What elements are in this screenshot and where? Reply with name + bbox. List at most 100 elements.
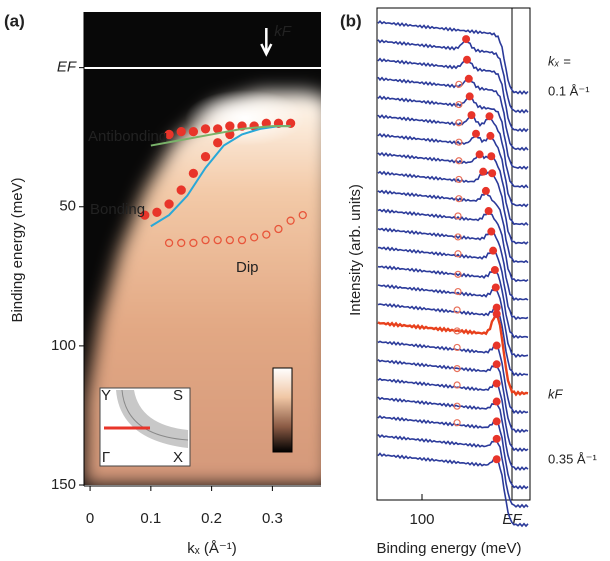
- edc-curve: [377, 57, 529, 133]
- edc-curve: [377, 114, 529, 189]
- series-label: Antibonding: [88, 128, 167, 145]
- edc-curve: [377, 414, 529, 490]
- data-point: [454, 233, 462, 241]
- x-axis-label: Binding energy (meV): [376, 540, 521, 557]
- annotation: 0.1 Å⁻¹: [548, 83, 590, 98]
- inset-label: S: [173, 387, 183, 404]
- data-point: [188, 168, 199, 179]
- data-point: [213, 124, 223, 134]
- data-point: [298, 210, 307, 220]
- edc-curve: [377, 20, 529, 95]
- data-point: [213, 138, 223, 148]
- frame: [376, 7, 531, 501]
- data-point: [488, 169, 497, 178]
- data-point: [484, 207, 493, 216]
- annotation: kF: [274, 23, 292, 40]
- data-point: [453, 343, 461, 352]
- series-label: Bonding: [90, 201, 145, 218]
- data-point: [164, 129, 174, 140]
- edc-curve: [377, 359, 529, 434]
- data-point: [140, 210, 150, 220]
- data-point: [467, 111, 476, 120]
- arrow: [260, 28, 273, 57]
- annotation: kₓ =: [548, 53, 571, 68]
- x-tick-label: 0.1: [140, 510, 161, 527]
- panel-label: (a): [4, 11, 25, 30]
- data-point: [164, 238, 174, 248]
- data-point: [464, 74, 473, 83]
- data-point: [492, 303, 501, 312]
- data-point: [472, 129, 481, 138]
- inset-label: Γ: [102, 449, 110, 466]
- edc-curve: [377, 246, 529, 321]
- data-point: [200, 124, 211, 134]
- data-point: [455, 195, 463, 203]
- data-point: [455, 100, 463, 109]
- inset-label: X: [173, 449, 183, 466]
- edc-curve: [377, 284, 529, 359]
- edc-curve: [377, 227, 529, 302]
- edc-curve: [377, 452, 529, 528]
- data-point: [213, 236, 222, 245]
- x-tick-label: 0: [86, 510, 94, 527]
- data-point: [455, 157, 463, 165]
- edc-curve: [377, 434, 529, 509]
- edc-curve: [377, 377, 529, 453]
- series-label: Dip: [236, 259, 259, 276]
- x-tick-label: 0.2: [201, 510, 222, 527]
- data-point: [492, 455, 501, 464]
- data-point: [455, 119, 463, 127]
- data-point: [454, 250, 462, 258]
- data-point: [492, 341, 501, 350]
- edc-curve: [377, 151, 529, 226]
- edc-curve: [377, 39, 529, 114]
- data-point: [486, 131, 495, 140]
- data-point: [454, 212, 462, 220]
- data-point: [453, 381, 461, 389]
- edc-curve: [377, 76, 529, 152]
- edc-curve: [377, 189, 529, 264]
- data-point: [492, 310, 501, 319]
- data-point: [485, 112, 494, 121]
- panel-label: (b): [340, 11, 362, 30]
- data-point: [201, 236, 210, 245]
- data-point: [455, 80, 463, 88]
- data-point: [274, 224, 283, 234]
- x-tick-label: EF: [502, 511, 522, 528]
- data-point: [176, 126, 186, 137]
- x-axis-label: kₓ (Å⁻¹): [187, 540, 237, 557]
- inset-label: Y: [101, 387, 111, 404]
- colorbar: [272, 367, 293, 453]
- data-point: [475, 150, 484, 159]
- x-tick-label: 100: [409, 511, 434, 528]
- data-point: [225, 236, 234, 245]
- fit-line: [150, 125, 291, 147]
- data-point: [492, 360, 501, 369]
- data-point: [487, 227, 496, 236]
- data-point: [479, 167, 488, 176]
- data-point: [490, 265, 499, 274]
- x-tick-label: 0.3: [262, 510, 283, 527]
- edc-curve: [377, 396, 529, 471]
- data-point: [481, 186, 490, 195]
- data-point: [454, 287, 462, 296]
- data-point: [200, 152, 211, 162]
- edc-curve: [377, 95, 529, 171]
- y-axis-label: Binding energy (meV): [9, 177, 26, 322]
- data-point: [177, 238, 186, 248]
- data-point: [286, 216, 295, 225]
- data-point: [164, 199, 174, 209]
- y-tick-label: 100: [51, 337, 76, 354]
- data-point: [455, 175, 463, 184]
- data-point: [463, 55, 472, 64]
- data-point: [454, 270, 462, 278]
- annotation: kF: [548, 386, 564, 401]
- annotation: 0.35 Å⁻¹: [548, 451, 597, 466]
- edc-curve: [377, 170, 529, 245]
- data-point: [453, 327, 461, 335]
- data-point: [489, 246, 498, 255]
- data-point: [465, 92, 474, 101]
- data-point: [492, 417, 501, 426]
- data-point: [453, 419, 461, 427]
